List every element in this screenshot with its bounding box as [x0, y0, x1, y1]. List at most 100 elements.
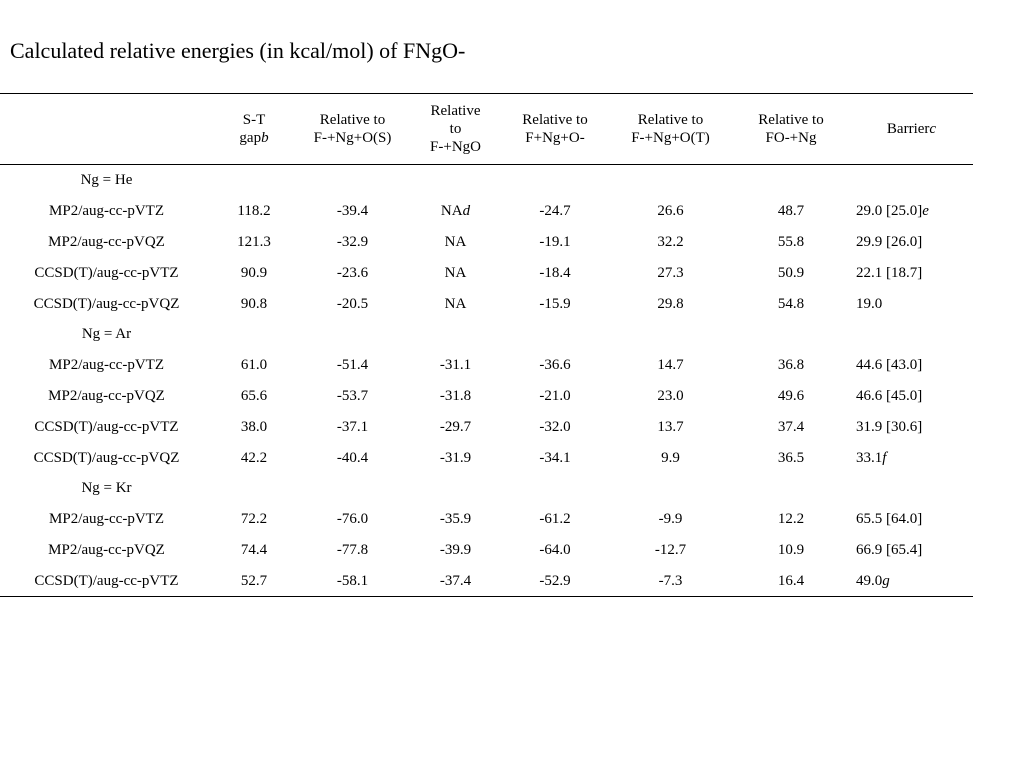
rel-fngo-cell: -21.0: [539, 387, 571, 404]
barrier-cell: 19.0: [850, 288, 973, 319]
rel-fngo-cell: -52.9: [501, 565, 609, 598]
empty-cell: [295, 165, 410, 196]
empty-cell: [410, 473, 501, 504]
header-barrier: Barrierc: [850, 93, 973, 165]
method-cell: MP2/aug-cc-pVQZ: [48, 233, 165, 250]
rel-t-cell: 9.9: [661, 449, 680, 466]
rel-fngo-cell: -15.9: [539, 295, 571, 312]
st-gap-cell: 38.0: [240, 418, 268, 435]
table-row: MP2/aug-cc-pVQZ 121.3 -32.9 NA -19.1 32.2 55.8…: [0, 227, 973, 258]
header-method: [0, 93, 213, 165]
empty-cell: [410, 165, 501, 196]
rel-fo-cell: 48.7: [777, 203, 805, 220]
rel-ngo-cell: -29.7: [410, 411, 501, 442]
header-st-gap-line1: S-T: [242, 112, 266, 128]
rel-t-cell: 13.7: [657, 418, 684, 435]
rel-fo-cell: 16.4: [732, 565, 850, 598]
header-rel-s-line1: Relative to: [319, 112, 386, 128]
barrier-cell: 46.6 [45.0]: [850, 381, 973, 412]
group-row: Ng = He: [0, 165, 973, 196]
rel-ngo-value: NA: [444, 233, 467, 250]
st-gap-cell: 61.0: [240, 357, 268, 374]
rel-t-cell: -9.9: [658, 511, 683, 528]
barrier-cell: 31.9 [30.6]: [850, 411, 973, 442]
rel-fo-cell: 10.9: [777, 541, 805, 558]
group-label: Ng = Ar: [81, 326, 132, 343]
energies-table: S-T gapb Relative to F-+Ng+O(S) Relative…: [0, 93, 973, 598]
barrier-note: e: [922, 203, 929, 220]
table-row: CCSD(T)/aug-cc-pVTZ 90.9 -23.6 NA -18.4 27.3 5…: [0, 257, 973, 288]
st-gap-cell: 65.6: [240, 387, 268, 404]
rel-ngo-value: -31.1: [439, 357, 472, 374]
st-gap-cell: 90.8: [240, 295, 268, 312]
header-rel-t-line2: F-+Ng+O(T): [631, 130, 710, 146]
method-cell: MP2/aug-cc-pVQZ: [48, 541, 165, 558]
header-barrier-note: c: [929, 121, 937, 137]
rel-ngo-note: d: [462, 203, 471, 220]
rel-ngo-cell: -31.1: [410, 350, 501, 381]
barrier-value: 33.1: [856, 449, 883, 466]
header-rel-ngo-line3: F-+NgO: [430, 139, 481, 155]
rel-ngo-cell: NA: [410, 227, 501, 258]
rel-t-cell: 14.7: [657, 357, 684, 374]
header-rel-fngo: Relative to F+Ng+O-: [501, 93, 609, 165]
table-body: Ng = He MP2/aug-cc-pVTZ 118.2 -39.4 NAd -24.7…: [0, 165, 973, 598]
rel-t-cell: 23.0: [657, 387, 684, 404]
method-cell: CCSD(T)/aug-cc-pVTZ: [0, 565, 213, 598]
st-gap-cell: 121.3: [237, 233, 271, 250]
empty-cell: [732, 319, 850, 350]
empty-cell: [850, 473, 973, 504]
table-row: MP2/aug-cc-pVTZ 61.0 -51.4 -31.1 -36.6 14.7 36…: [0, 350, 973, 381]
rel-ngo-cell: -31.9: [410, 442, 501, 473]
rel-fngo-cell: -34.1: [539, 449, 571, 466]
rel-fngo-cell: -64.0: [539, 541, 571, 558]
rel-fo-cell: 36.5: [777, 449, 805, 466]
barrier-value: 31.9 [30.6]: [856, 418, 923, 435]
rel-fo-cell: 54.8: [777, 295, 805, 312]
rel-fo-cell: 55.8: [777, 233, 805, 250]
barrier-value: 29.0 [25.0]: [856, 203, 923, 220]
empty-cell: [609, 319, 732, 350]
method-cell: MP2/aug-cc-pVQZ: [48, 387, 165, 404]
rel-fngo-cell: -61.2: [539, 511, 571, 528]
st-gap-cell: 72.2: [240, 511, 268, 528]
rel-s-cell: -23.6: [336, 264, 369, 281]
empty-cell: [609, 473, 732, 504]
rel-ngo-cell: -31.8: [410, 381, 501, 412]
barrier-cell: 22.1 [18.7]: [850, 257, 973, 288]
header-rel-ngo: Relative to F-+NgO: [410, 93, 501, 165]
empty-cell: [501, 473, 609, 504]
method-cell: MP2/aug-cc-pVTZ: [49, 203, 164, 220]
barrier-cell: 33.1f: [850, 442, 973, 473]
rel-ngo-value: -35.9: [439, 511, 472, 528]
header-rel-s-line2: F-+Ng+O(S): [313, 130, 392, 146]
rel-s-cell: -32.9: [336, 233, 369, 250]
header-st-gap-line2: gap: [239, 130, 262, 146]
rel-ngo-cell: -39.9: [410, 535, 501, 566]
empty-cell: [732, 473, 850, 504]
method-cell: CCSD(T)/aug-cc-pVQZ: [33, 295, 180, 312]
header-rel-fo-line1: Relative to: [758, 112, 824, 128]
barrier-cell: 29.0 [25.0]e: [850, 196, 973, 227]
method-cell: CCSD(T)/aug-cc-pVQZ: [33, 449, 180, 466]
rel-s-cell: -76.0: [336, 511, 369, 528]
group-row: Ng = Ar: [0, 319, 973, 350]
rel-s-cell: -51.4: [336, 357, 369, 374]
st-gap-cell: 118.2: [237, 203, 271, 220]
header-rel-t-line1: Relative to: [637, 112, 704, 128]
rel-s-cell: -58.1: [295, 565, 410, 598]
empty-cell: [295, 473, 410, 504]
barrier-value: 65.5 [64.0]: [856, 511, 923, 528]
rel-s-cell: -20.5: [336, 295, 369, 312]
barrier-cell: 29.9 [26.0]: [850, 227, 973, 258]
rel-fngo-cell: -24.7: [539, 203, 571, 220]
header-rel-t: Relative to F-+Ng+O(T): [609, 93, 732, 165]
header-rel-ngo-line1: Relative: [430, 103, 481, 119]
barrier-value: 22.1 [18.7]: [856, 264, 923, 281]
rel-fngo-cell: -32.0: [539, 418, 571, 435]
table-row: CCSD(T)/aug-cc-pVQZ 42.2 -40.4 -31.9 -34.1 9.…: [0, 442, 973, 473]
group-row: Ng = Kr: [0, 473, 973, 504]
table-row: MP2/aug-cc-pVTZ 118.2 -39.4 NAd -24.7 26.6 48.…: [0, 196, 973, 227]
rel-s-cell: -40.4: [336, 449, 369, 466]
barrier-value: 49.0: [856, 572, 883, 589]
